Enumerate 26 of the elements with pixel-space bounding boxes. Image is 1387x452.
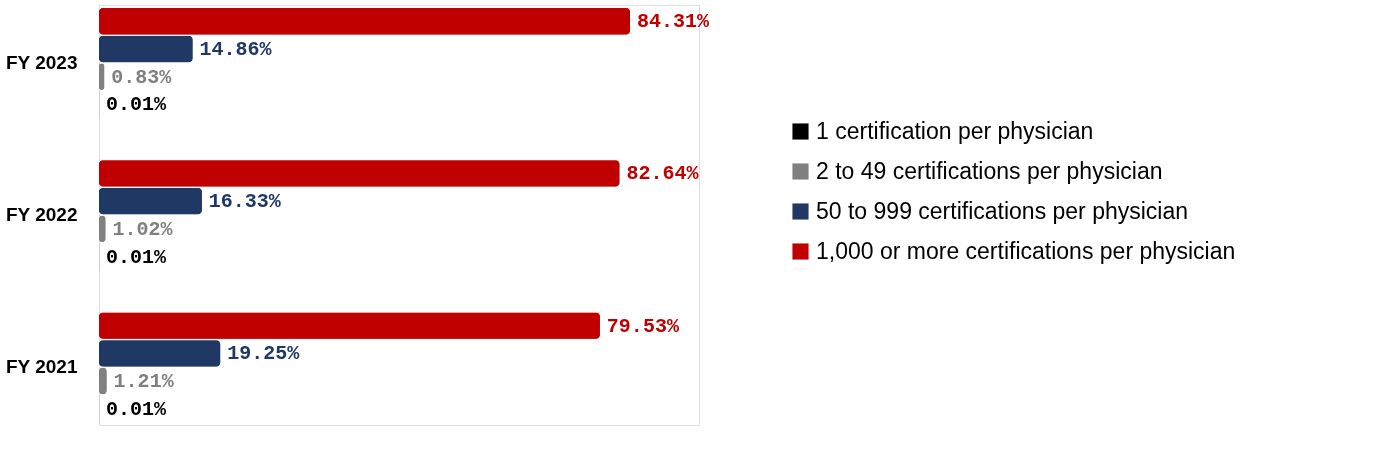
legend-label: 2 to 49 certifications per physician: [816, 157, 1163, 184]
data-label: 0.01%: [106, 245, 168, 269]
data-label: 0.01%: [106, 93, 168, 117]
bar: [99, 35, 193, 63]
y-tick-label: FY 2021: [6, 356, 78, 378]
legend-label: 1 certification per physician: [816, 117, 1094, 144]
data-label: 84.31%: [636, 10, 710, 34]
bar: [99, 340, 221, 367]
data-label: 0.01%: [106, 397, 168, 421]
bar: [99, 63, 105, 90]
data-label: 19.25%: [227, 342, 301, 366]
legend-label: 1,000 or more certifications per physician: [816, 237, 1236, 264]
data-label: 82.64%: [626, 162, 700, 186]
y-tick-label: FY 2022: [6, 204, 78, 225]
data-label: 0.83%: [111, 65, 173, 89]
bar: [99, 312, 600, 339]
legend-label: 50 to 999 certifications per physician: [816, 197, 1189, 224]
data-label: 16.33%: [208, 190, 282, 214]
data-label: 1.21%: [113, 370, 175, 394]
bar: [99, 8, 630, 35]
bar: [99, 187, 202, 215]
y-tick-label: FY 2023: [6, 51, 78, 73]
bar: [99, 160, 620, 187]
data-label: 14.86%: [199, 37, 273, 61]
data-label: 79.53%: [606, 314, 680, 338]
data-label: 1.02%: [112, 217, 174, 241]
